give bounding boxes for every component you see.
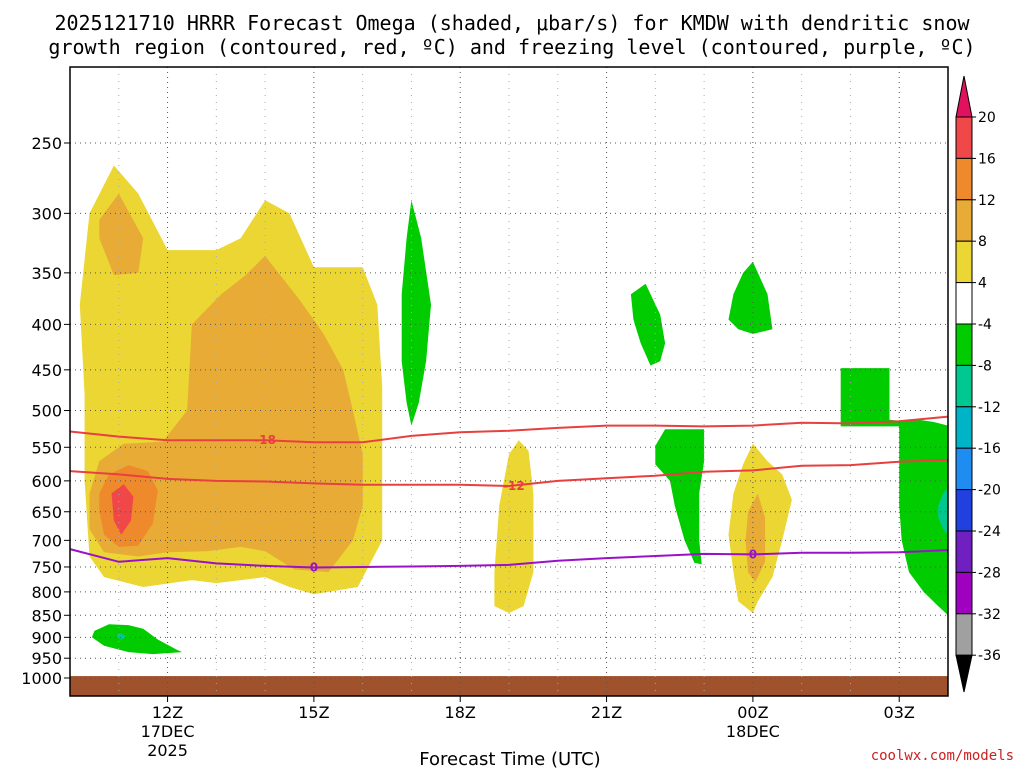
omega-region-teal-03z xyxy=(938,487,948,535)
colorbar-band xyxy=(955,323,973,366)
omega-region-gold-00z xyxy=(745,493,766,583)
colorbar-band xyxy=(955,530,973,573)
omega-region-teal-low xyxy=(116,633,127,640)
omega-region-green-22z xyxy=(630,283,666,366)
colorbar-band xyxy=(955,406,973,449)
dgz-minus-18-line xyxy=(69,415,949,444)
omega-region-gold-main xyxy=(89,255,363,573)
colorbar-label: -12 xyxy=(978,400,1001,416)
colorbar-band xyxy=(955,489,973,532)
colorbar-band xyxy=(955,447,973,491)
colorbar-label: -24 xyxy=(978,524,1001,540)
y-tick-label-350: 350 xyxy=(31,264,62,283)
x-tick-label-21Z: 21Z xyxy=(591,703,622,722)
x-tick-year-12Z: 2025 xyxy=(147,741,188,760)
x-tick-label-12Z: 12Z xyxy=(152,703,183,722)
omega-region-yellow-18z xyxy=(494,440,534,613)
colorbar-label: 8 xyxy=(978,234,987,250)
omega-region-green-03z-top xyxy=(840,368,905,427)
colorbar-label: -28 xyxy=(978,565,1001,581)
chart-title-line-1: 2025121710 HRRR Forecast Omega (shaded, … xyxy=(54,11,970,35)
x-axis-title: Forecast Time (UTC) xyxy=(419,749,600,768)
dgz-minus-12-line xyxy=(69,458,949,488)
omega-region-green-17z xyxy=(401,200,431,426)
omega-region-green-23z xyxy=(655,429,705,565)
freezing-level-0-label: 0 xyxy=(310,560,318,574)
dgz-minus-12-label: -12 xyxy=(503,479,525,493)
colorbar-label: -4 xyxy=(978,317,992,333)
y-tick-label-550: 550 xyxy=(31,438,62,457)
y-tick-label-750: 750 xyxy=(31,558,62,577)
colorbar-label: 16 xyxy=(978,151,996,167)
omega-shading xyxy=(79,165,948,655)
freezing-level-0-b-label: 0 xyxy=(749,547,757,561)
plot-frame xyxy=(69,66,949,697)
colorbar-label: -8 xyxy=(978,358,992,374)
omega-region-gold-upper xyxy=(99,193,144,276)
freezing-level-0-line xyxy=(69,548,949,569)
x-tick-label-15Z: 15Z xyxy=(298,703,329,722)
omega-region-red xyxy=(111,484,134,535)
ground-layer xyxy=(70,676,948,696)
y-tick-label-450: 450 xyxy=(31,361,62,380)
x-tick-date-12Z: 17DEC xyxy=(141,722,195,741)
omega-region-green-low xyxy=(91,624,183,655)
y-tick-label-500: 500 xyxy=(31,402,62,421)
colorbar-band xyxy=(955,116,973,159)
colorbar-band xyxy=(955,364,973,408)
colorbar-band xyxy=(955,282,973,325)
y-tick-label-600: 600 xyxy=(31,472,62,491)
y-tick-label-950: 950 xyxy=(31,649,62,668)
y-tick-label-900: 900 xyxy=(31,628,62,647)
watermark: coolwx.com/models xyxy=(871,748,1014,764)
colorbar: 20 16 12 8 4 -4 -8 -12 -16 -20 -24 -28 -32 -36 xyxy=(955,75,1001,693)
colorbar-band xyxy=(955,240,973,284)
colorbar-label: 4 xyxy=(978,276,987,292)
x-tick-label-03Z: 03Z xyxy=(884,703,915,722)
colorbar-band xyxy=(955,571,973,615)
colorbar-label: 20 xyxy=(978,110,996,126)
colorbar-band xyxy=(955,199,973,242)
omega-region-green-24z xyxy=(728,261,773,334)
colorbar-band xyxy=(955,157,973,201)
y-tick-label-250: 250 xyxy=(31,134,62,153)
colorbar-band xyxy=(955,613,973,656)
colorbar-label: -16 xyxy=(978,441,1001,457)
chart-title-line-2: growth region (contoured, red, ºC) and f… xyxy=(48,35,975,59)
x-tick-label-00Z: 00Z xyxy=(737,703,768,722)
colorbar-label: 12 xyxy=(978,193,996,209)
y-tick-label-400: 400 xyxy=(31,315,62,334)
ground-strip xyxy=(70,676,948,696)
y-tick-label-700: 700 xyxy=(31,531,62,550)
y-axis: 250 300 350 400 450 500 550 600 650 700 750 800 850 9… xyxy=(21,134,70,688)
contours: -18 -12 0 0 xyxy=(69,415,949,574)
dgz-minus-18-label: -18 xyxy=(254,433,276,447)
x-tick-date-00Z: 18DEC xyxy=(726,722,780,741)
y-tick-label-300: 300 xyxy=(31,204,62,223)
omega-region-green-03z xyxy=(899,419,948,616)
colorbar-label: -20 xyxy=(978,483,1001,499)
colorbar-label: -32 xyxy=(978,607,1001,623)
colorbar-bottom-arrow xyxy=(955,654,973,693)
y-tick-label-800: 800 xyxy=(31,583,62,602)
colorbar-label: -36 xyxy=(978,648,1001,664)
x-tick-label-18Z: 18Z xyxy=(445,703,476,722)
y-tick-label-650: 650 xyxy=(31,503,62,522)
colorbar-top-arrow xyxy=(955,75,973,118)
y-tick-label-850: 850 xyxy=(31,606,62,625)
y-tick-label-1000: 1000 xyxy=(21,669,62,688)
